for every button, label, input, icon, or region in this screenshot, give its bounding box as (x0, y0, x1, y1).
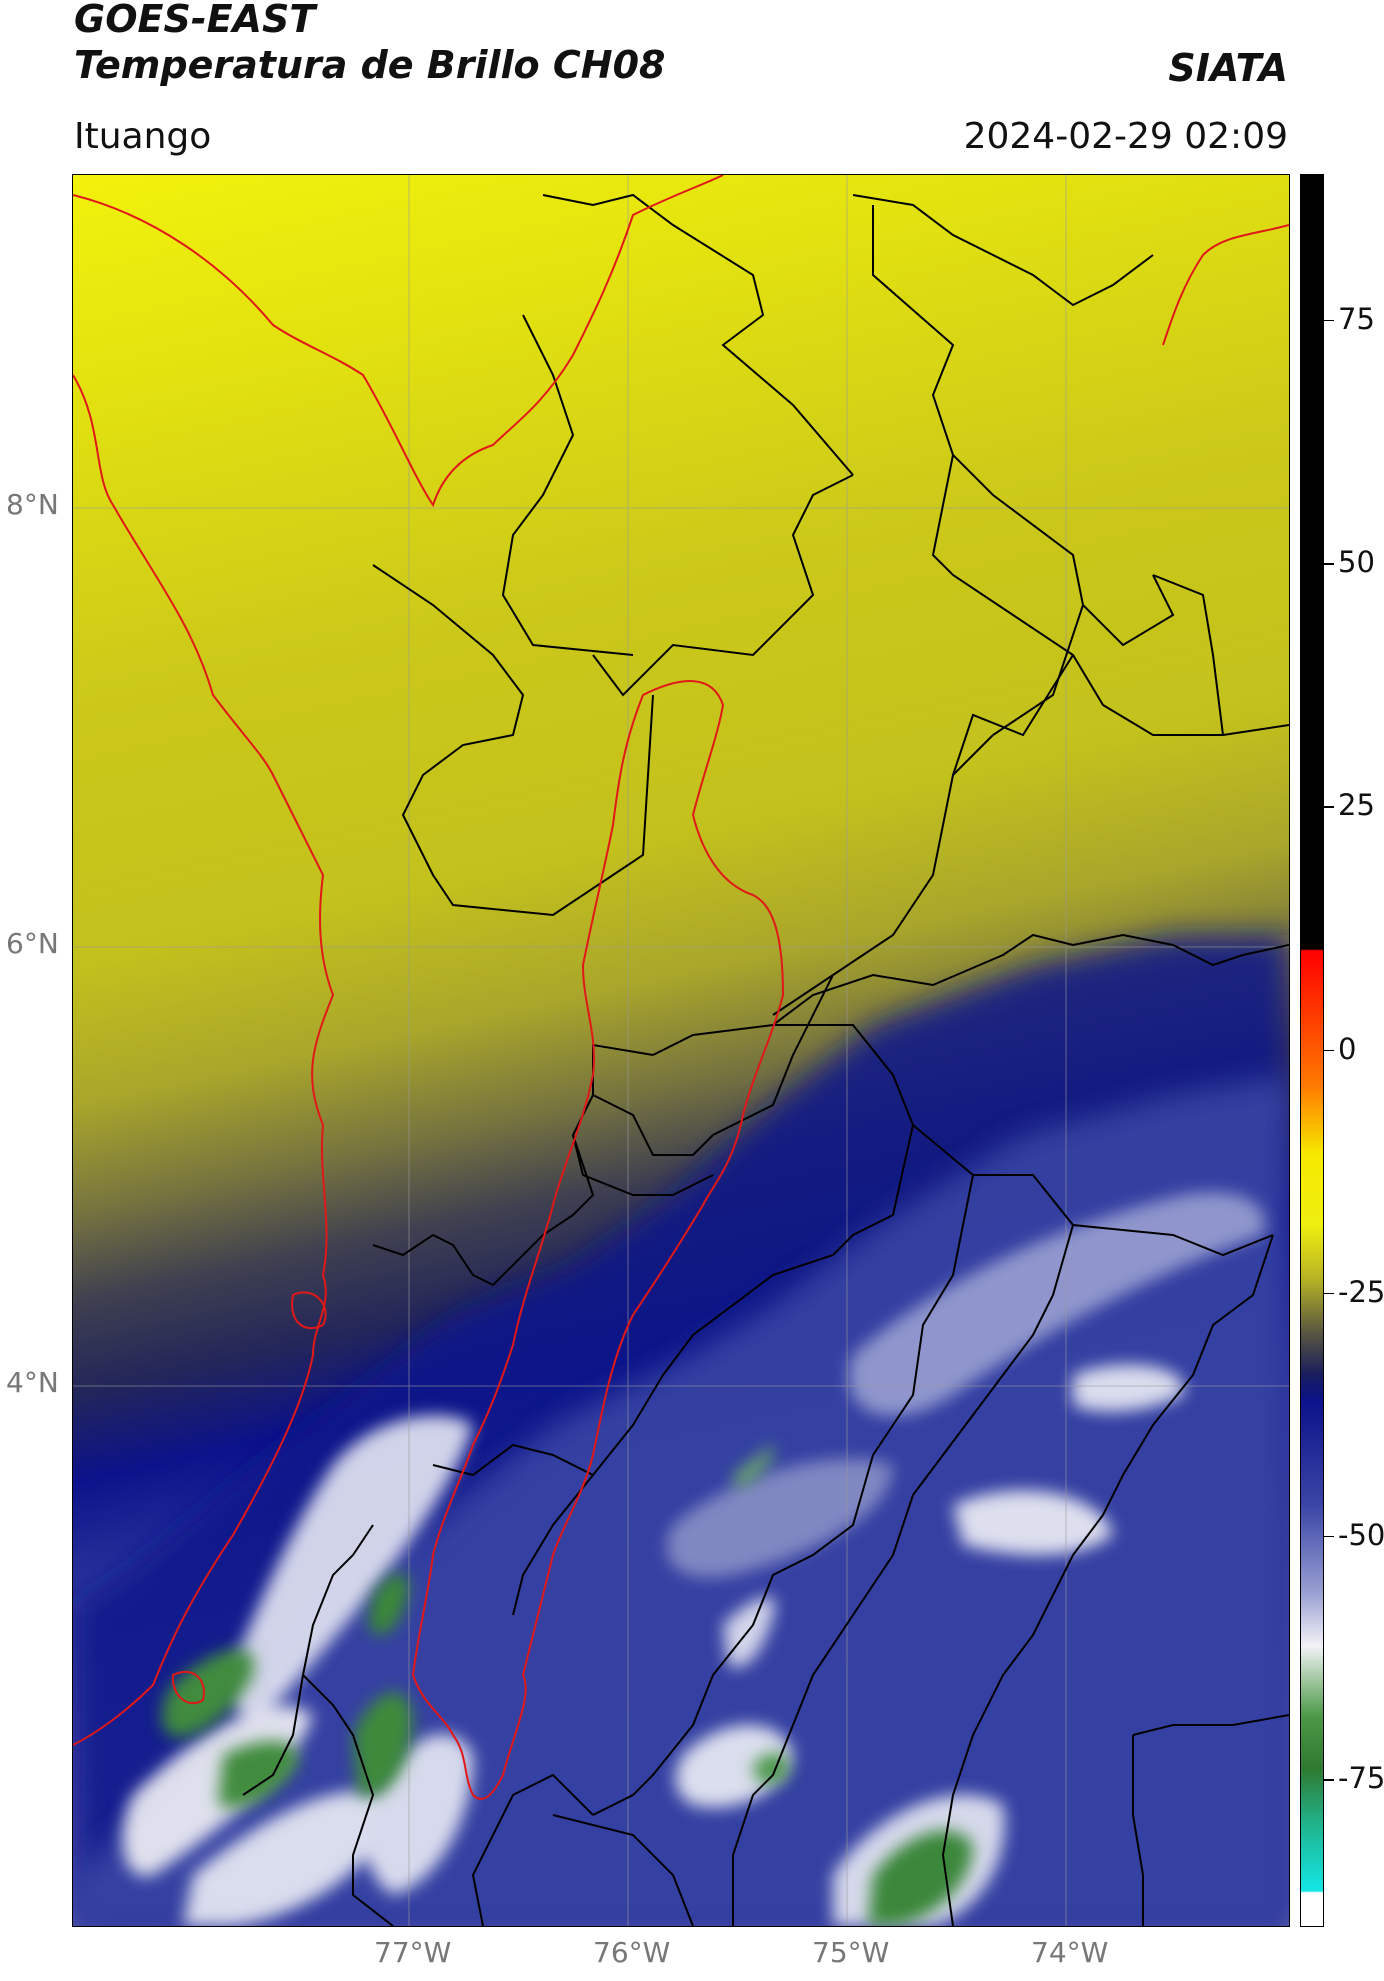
lat-label-4n: 4°N (6, 1366, 59, 1399)
location-label: Ituango (74, 116, 212, 157)
colorbar-tick-label: -75 (1338, 1761, 1384, 1796)
lon-label-77w: 77°W (374, 1936, 452, 1969)
department-boundaries (242, 193, 1289, 1926)
lon-label-74w: 74°W (1031, 1936, 1109, 1969)
title-line-1: GOES-EAST (74, 0, 316, 41)
graticule (73, 175, 1289, 1926)
colorbar-tick (1324, 806, 1334, 808)
map-panel[interactable] (72, 174, 1290, 1927)
colorbar-tick-label: 75 (1338, 301, 1375, 336)
brightness-temperature-field (73, 175, 1289, 1926)
temperature-colorbar (1300, 174, 1324, 1927)
lat-label-6n: 6°N (6, 927, 59, 960)
brand-label: SIATA (1168, 46, 1288, 90)
title-line-2: Temperatura de Brillo CH08 (74, 43, 666, 87)
colorbar-tick (1324, 563, 1334, 565)
colorbar-tick (1324, 1779, 1334, 1781)
colorbar-tick (1324, 1535, 1334, 1538)
colorbar-tick-label: 25 (1338, 788, 1375, 823)
colorbar-tick-label: -50 (1338, 1517, 1384, 1552)
colorbar-tick-label: 50 (1338, 545, 1375, 580)
lat-label-8n: 8°N (6, 488, 59, 521)
region-outline (73, 175, 1289, 1800)
lon-label-75w: 75°W (812, 1936, 890, 1969)
colorbar-tick (1324, 319, 1334, 322)
timestamp-label: 2024-02-29 02:09 (963, 116, 1288, 157)
lon-label-76w: 76°W (593, 1936, 671, 1969)
colorbar-tick (1324, 1049, 1334, 1051)
colorbar-tick-label: -25 (1338, 1274, 1384, 1309)
colorbar-tick-label: 0 (1338, 1031, 1357, 1066)
colorbar-tick (1324, 1292, 1334, 1295)
